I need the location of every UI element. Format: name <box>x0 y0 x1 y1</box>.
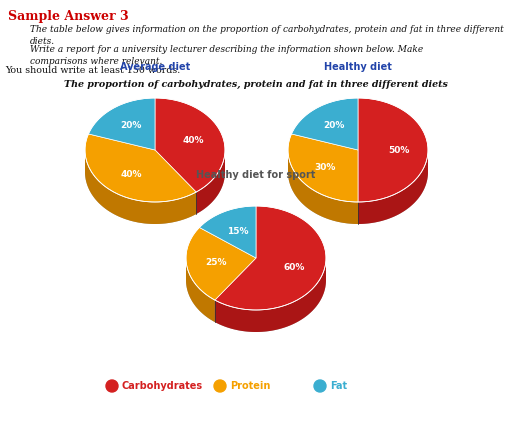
Text: Sample Answer 3: Sample Answer 3 <box>8 10 129 23</box>
Text: Fat: Fat <box>330 381 347 391</box>
Circle shape <box>314 380 326 392</box>
Text: The proportion of carbohydrates, protein and fat in three different diets: The proportion of carbohydrates, protein… <box>64 80 448 89</box>
Polygon shape <box>199 206 256 258</box>
Text: Healthy diet for sport: Healthy diet for sport <box>196 170 316 180</box>
Polygon shape <box>85 134 196 202</box>
Polygon shape <box>89 98 155 150</box>
Text: Healthy diet: Healthy diet <box>324 62 392 72</box>
Text: The table below gives information on the proportion of carbohydrates, protein an: The table below gives information on the… <box>30 25 504 46</box>
Polygon shape <box>358 150 428 224</box>
Text: Average diet: Average diet <box>120 62 190 72</box>
Polygon shape <box>85 150 196 224</box>
Text: 30%: 30% <box>314 163 336 172</box>
Ellipse shape <box>288 120 428 224</box>
Ellipse shape <box>186 228 326 332</box>
Circle shape <box>106 380 118 392</box>
Polygon shape <box>186 258 215 322</box>
Polygon shape <box>215 206 326 310</box>
Polygon shape <box>288 134 358 202</box>
Text: 20%: 20% <box>324 121 345 130</box>
Text: 50%: 50% <box>388 146 409 155</box>
Text: 25%: 25% <box>205 258 227 267</box>
Text: Write a report for a university lecturer describing the information shown below.: Write a report for a university lecturer… <box>30 45 423 66</box>
Circle shape <box>214 380 226 392</box>
Polygon shape <box>215 258 326 332</box>
Text: You should write at least 150 words.: You should write at least 150 words. <box>5 66 180 75</box>
Text: Carbohydrates: Carbohydrates <box>122 381 203 391</box>
Polygon shape <box>155 98 225 192</box>
Text: 15%: 15% <box>227 227 248 236</box>
Polygon shape <box>196 150 225 214</box>
Polygon shape <box>358 98 428 202</box>
Polygon shape <box>288 150 358 224</box>
Ellipse shape <box>85 120 225 224</box>
Text: 40%: 40% <box>183 136 204 145</box>
Text: 60%: 60% <box>284 263 305 272</box>
Text: 40%: 40% <box>120 170 142 179</box>
Polygon shape <box>186 227 256 300</box>
Text: 20%: 20% <box>120 121 142 130</box>
Polygon shape <box>291 98 358 150</box>
Text: Protein: Protein <box>230 381 270 391</box>
